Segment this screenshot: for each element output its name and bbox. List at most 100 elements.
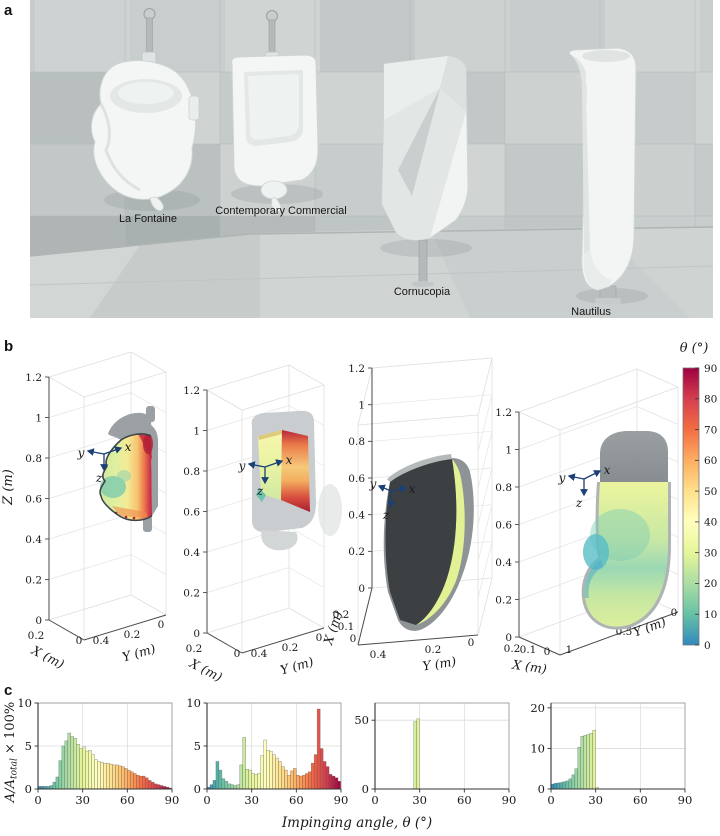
x-tick-label: 90 bbox=[678, 793, 693, 807]
histogram-bar bbox=[67, 732, 72, 790]
x-tick-label: 0 bbox=[544, 646, 551, 658]
axis-line bbox=[477, 504, 493, 562]
axis-line bbox=[241, 384, 325, 411]
histogram-bar bbox=[73, 738, 77, 790]
y-tick-label: 0.4 bbox=[251, 648, 268, 660]
histogram-bar bbox=[236, 784, 241, 790]
axis-line bbox=[288, 364, 325, 386]
histogram-bar bbox=[592, 729, 596, 790]
y-tick-label: 1 bbox=[566, 644, 573, 656]
triad1-y-label: y bbox=[77, 446, 85, 460]
axis-line bbox=[48, 513, 132, 540]
plot2-y-axis-label: Y (m) bbox=[278, 654, 315, 678]
x-tick-label: 90 bbox=[502, 793, 517, 807]
z-tick-label: 0.6 bbox=[25, 493, 42, 505]
histogram-bar bbox=[562, 781, 567, 790]
z-tick-label: 0 bbox=[358, 583, 365, 595]
histogram-bar bbox=[94, 759, 98, 790]
y-tick-label: 0.2 bbox=[425, 644, 442, 656]
colorbar bbox=[682, 367, 700, 646]
x-tick-label: 90 bbox=[165, 793, 180, 807]
axis-line bbox=[206, 364, 290, 391]
colorbar-tick-label: 30 bbox=[704, 547, 717, 559]
colorbar-tick-label: 40 bbox=[704, 517, 717, 529]
x-tick-label: 30 bbox=[412, 793, 427, 807]
urinal-contemporary-commercial bbox=[231, 10, 319, 213]
histogram-bar bbox=[556, 782, 561, 790]
y-tick-label: 0.4 bbox=[93, 635, 110, 647]
histogram-bar bbox=[260, 755, 264, 790]
histogram-bar bbox=[307, 771, 312, 790]
colorbar-tick-label: 50 bbox=[704, 486, 717, 498]
axis-line bbox=[636, 368, 679, 388]
histogram-bar bbox=[82, 746, 86, 790]
plot-box bbox=[374, 702, 510, 790]
histogram-bar bbox=[248, 769, 252, 790]
axis-line bbox=[518, 636, 561, 656]
panel-a-label: a bbox=[4, 2, 13, 19]
triad4-z-label: z bbox=[575, 496, 583, 510]
z-tick-label: 1 bbox=[193, 425, 200, 437]
x-tick-label: 0.2 bbox=[28, 630, 45, 642]
x-tick-label: 0 bbox=[234, 648, 241, 660]
histogram-bar bbox=[218, 769, 223, 790]
histogram-bar bbox=[275, 757, 279, 790]
histogram-bar bbox=[305, 773, 309, 790]
x-tick-label: 30 bbox=[244, 793, 259, 807]
x-tick-label: 0.2 bbox=[333, 609, 350, 621]
histogram-bar bbox=[325, 766, 330, 790]
histogram-bar bbox=[118, 765, 122, 790]
triad-nautilus bbox=[567, 470, 602, 497]
triad3-y-label: y bbox=[369, 477, 377, 491]
y-tick-label: 10 bbox=[186, 696, 201, 710]
axis-line bbox=[357, 367, 373, 426]
histogram-bar bbox=[559, 782, 564, 790]
label-cornucopia: Cornucopia bbox=[394, 286, 451, 298]
y-tick-label: 0.2 bbox=[282, 642, 299, 654]
histogram-bar bbox=[589, 733, 593, 790]
histogram-bar bbox=[257, 773, 261, 790]
histogram-bar bbox=[221, 778, 226, 790]
histogram-bar bbox=[52, 781, 57, 790]
histogram-bar bbox=[254, 774, 258, 790]
histogram-bar bbox=[322, 761, 327, 790]
plot4-x-axis-label: X (m) bbox=[511, 657, 548, 677]
axis-line bbox=[357, 414, 479, 426]
histogram-bar bbox=[212, 780, 217, 790]
triad2-z-label: z bbox=[256, 484, 264, 498]
histogram-bar bbox=[130, 771, 134, 790]
histogram-bar bbox=[287, 774, 291, 790]
histogram-bar bbox=[251, 773, 255, 790]
histogram-bar bbox=[136, 774, 140, 790]
colorbar-tick-label: 20 bbox=[704, 578, 717, 590]
histogram-bar bbox=[319, 748, 324, 790]
y-tick-label: 50 bbox=[354, 713, 369, 727]
axis-line bbox=[48, 619, 85, 641]
z-tick-label: 0.4 bbox=[25, 534, 42, 546]
triad-cornucopia bbox=[377, 484, 408, 509]
axis-line bbox=[130, 594, 167, 616]
triad-la-fontaine bbox=[86, 446, 123, 472]
x-tick-label: 0 bbox=[371, 793, 378, 807]
z-tick-label: 0.4 bbox=[348, 509, 365, 521]
histogram-bar bbox=[127, 769, 131, 790]
z-tick-label: 0 bbox=[35, 615, 42, 627]
axis-line bbox=[288, 526, 325, 548]
histogram-bar bbox=[112, 764, 116, 790]
histogram-bar bbox=[76, 744, 80, 790]
plot-box bbox=[550, 702, 686, 790]
z-tick-label: 0.4 bbox=[495, 557, 512, 569]
axis-line bbox=[371, 357, 493, 369]
histogram-bar bbox=[245, 768, 249, 790]
plot1-x-axis-label: X (m) bbox=[28, 642, 67, 672]
y-tick-label: 0 bbox=[316, 632, 323, 644]
surface-la-fontaine bbox=[99, 406, 158, 532]
axis-line bbox=[48, 376, 85, 398]
histogram-bar bbox=[224, 781, 229, 790]
histogram-bar bbox=[568, 778, 573, 790]
triad-contemporary bbox=[247, 459, 284, 485]
axis-line bbox=[83, 371, 167, 398]
x-tick-label: 0 bbox=[350, 633, 357, 645]
z-tick-label: 0.2 bbox=[348, 546, 365, 558]
